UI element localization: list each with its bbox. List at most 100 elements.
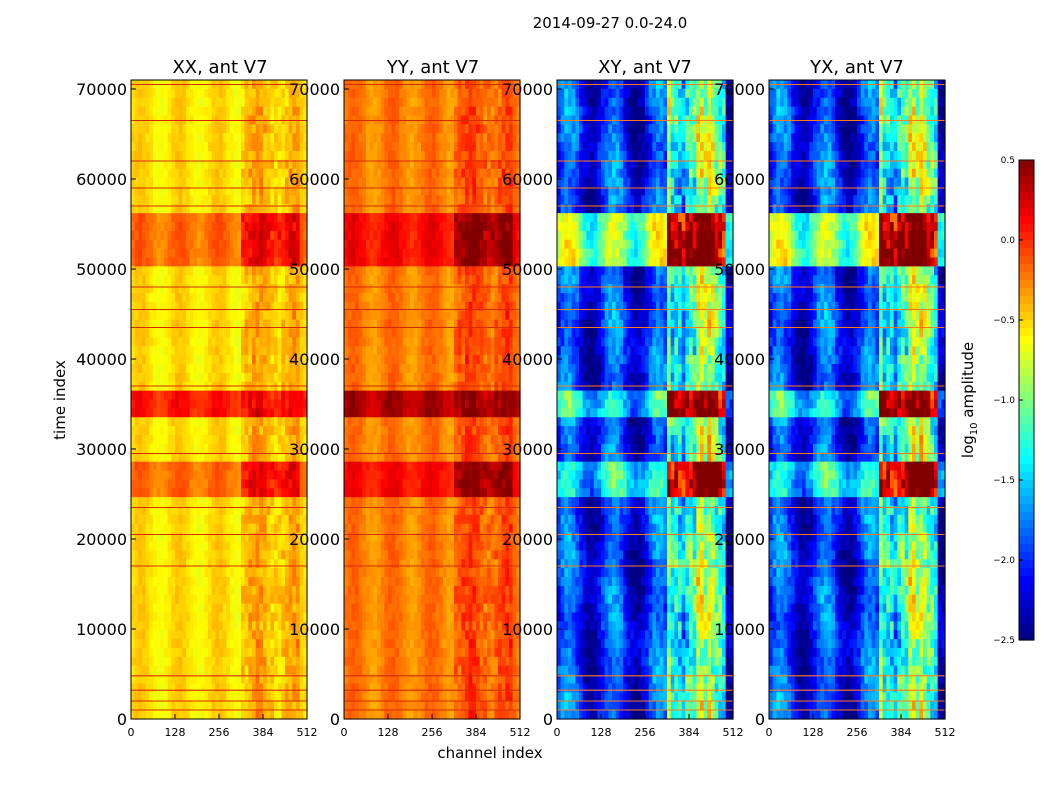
heatmap-cell xyxy=(274,88,279,99)
heatmap-cell xyxy=(296,346,301,356)
heatmap-cell xyxy=(186,577,191,587)
heatmap-cell xyxy=(410,275,415,285)
heatmap-cell xyxy=(296,124,301,134)
heatmap-cell xyxy=(347,364,352,374)
heatmap-cell xyxy=(233,568,238,578)
heatmap-cell xyxy=(263,594,268,605)
heatmap-cell xyxy=(344,204,349,214)
heatmap-cell xyxy=(219,248,224,259)
heatmap-cell xyxy=(344,665,349,676)
heatmap-cell xyxy=(402,585,407,596)
heatmap-cell xyxy=(244,88,249,99)
heatmap-cell xyxy=(255,506,260,516)
heatmap-cell xyxy=(167,426,172,436)
heatmap-cell xyxy=(226,497,231,507)
heatmap-cell xyxy=(182,541,187,551)
heatmap-cell xyxy=(362,417,367,427)
heatmap-cell xyxy=(160,248,165,259)
heatmap-cell xyxy=(347,497,352,507)
heatmap-cell xyxy=(153,630,158,640)
heatmap-cell xyxy=(215,541,220,551)
heatmap-cell xyxy=(160,461,165,472)
heatmap-cell xyxy=(292,319,297,330)
heatmap-cell xyxy=(410,443,415,454)
heatmap-cell xyxy=(204,124,209,134)
heatmap-cell xyxy=(270,319,275,330)
heatmap-cell xyxy=(219,426,224,436)
heatmap-cell xyxy=(131,372,136,383)
heatmap-cell xyxy=(410,710,415,720)
heatmap-cell xyxy=(248,621,253,631)
heatmap-cell xyxy=(373,683,378,693)
heatmap-cell xyxy=(292,559,297,569)
heatmap-cell xyxy=(204,656,209,667)
heatmap-cell xyxy=(134,399,139,409)
heatmap-cell xyxy=(156,523,161,534)
heatmap-cell xyxy=(270,222,275,232)
heatmap-cell xyxy=(384,665,389,676)
heatmap-cell xyxy=(156,630,161,640)
heatmap-cell xyxy=(377,266,382,276)
heatmap-cell xyxy=(219,293,224,303)
heatmap-cell xyxy=(299,514,304,525)
heatmap-cell xyxy=(285,648,290,658)
heatmap-cell xyxy=(358,523,363,534)
heatmap-cell xyxy=(292,133,297,143)
heatmap-cell xyxy=(299,186,304,196)
heatmap-cell xyxy=(200,532,205,543)
heatmap-cell xyxy=(384,310,389,321)
heatmap-cell xyxy=(222,408,227,418)
heatmap-cell xyxy=(193,346,198,356)
heatmap-cell xyxy=(167,195,172,205)
heatmap-cell xyxy=(138,603,143,614)
heatmap-cell xyxy=(369,213,374,223)
heatmap-cell xyxy=(171,159,176,170)
heatmap-cell xyxy=(259,452,264,463)
heatmap-cell xyxy=(215,310,220,321)
heatmap-cell xyxy=(303,301,308,312)
heatmap-cell xyxy=(413,452,418,463)
heatmap-cell xyxy=(160,585,165,596)
heatmap-cell xyxy=(292,514,297,525)
heatmap-cell xyxy=(219,399,224,409)
heatmap-cell xyxy=(366,159,371,170)
heatmap-cell xyxy=(171,97,176,108)
heatmap-cell xyxy=(153,310,158,321)
heatmap-cell xyxy=(410,452,415,463)
heatmap-cell xyxy=(263,559,268,569)
heatmap-cell xyxy=(142,497,147,507)
heatmap-cell xyxy=(281,328,286,338)
heatmap-cell xyxy=(237,550,242,560)
heatmap-cell xyxy=(366,568,371,578)
heatmap-cell xyxy=(377,479,382,489)
heatmap-cell xyxy=(142,470,147,480)
heatmap-cell xyxy=(259,603,264,614)
heatmap-cell xyxy=(362,248,367,259)
x-tick-label: 256 xyxy=(209,726,230,739)
heatmap-cell xyxy=(167,603,172,614)
heatmap-cell xyxy=(248,230,253,241)
heatmap-cell xyxy=(351,319,356,330)
heatmap-cell xyxy=(186,257,191,267)
heatmap-cell xyxy=(358,479,363,489)
heatmap-cell xyxy=(277,239,282,250)
heatmap-cell xyxy=(193,612,198,622)
heatmap-cell xyxy=(362,470,367,480)
heatmap-cell xyxy=(292,603,297,614)
heatmap-cell xyxy=(270,159,275,170)
heatmap-cell xyxy=(388,612,393,622)
heatmap-cell xyxy=(281,257,286,267)
heatmap-cell xyxy=(167,435,172,445)
heatmap-cell xyxy=(142,230,147,241)
heatmap-cell xyxy=(204,257,209,267)
heatmap-cell xyxy=(395,506,400,516)
heatmap-cell xyxy=(285,364,290,374)
heatmap-cell xyxy=(134,497,139,507)
heatmap-cell xyxy=(402,372,407,383)
heatmap-cell xyxy=(388,346,393,356)
heatmap-cell xyxy=(303,319,308,330)
heatmap-cell xyxy=(182,230,187,241)
heatmap-cell xyxy=(252,692,257,702)
heatmap-cell xyxy=(164,514,169,525)
heatmap-cell xyxy=(417,106,422,117)
